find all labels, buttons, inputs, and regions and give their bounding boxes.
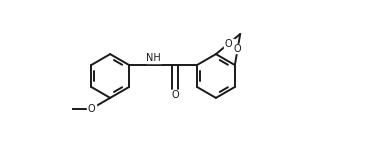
Text: O: O	[87, 104, 95, 114]
Text: O: O	[171, 90, 179, 100]
Text: O: O	[234, 44, 241, 54]
Bar	[233, 44, 243, 53]
Text: O: O	[225, 39, 232, 49]
Bar	[171, 90, 180, 99]
Text: NH: NH	[146, 53, 161, 63]
Bar	[223, 39, 233, 48]
Bar	[146, 53, 161, 63]
Bar	[87, 104, 96, 113]
